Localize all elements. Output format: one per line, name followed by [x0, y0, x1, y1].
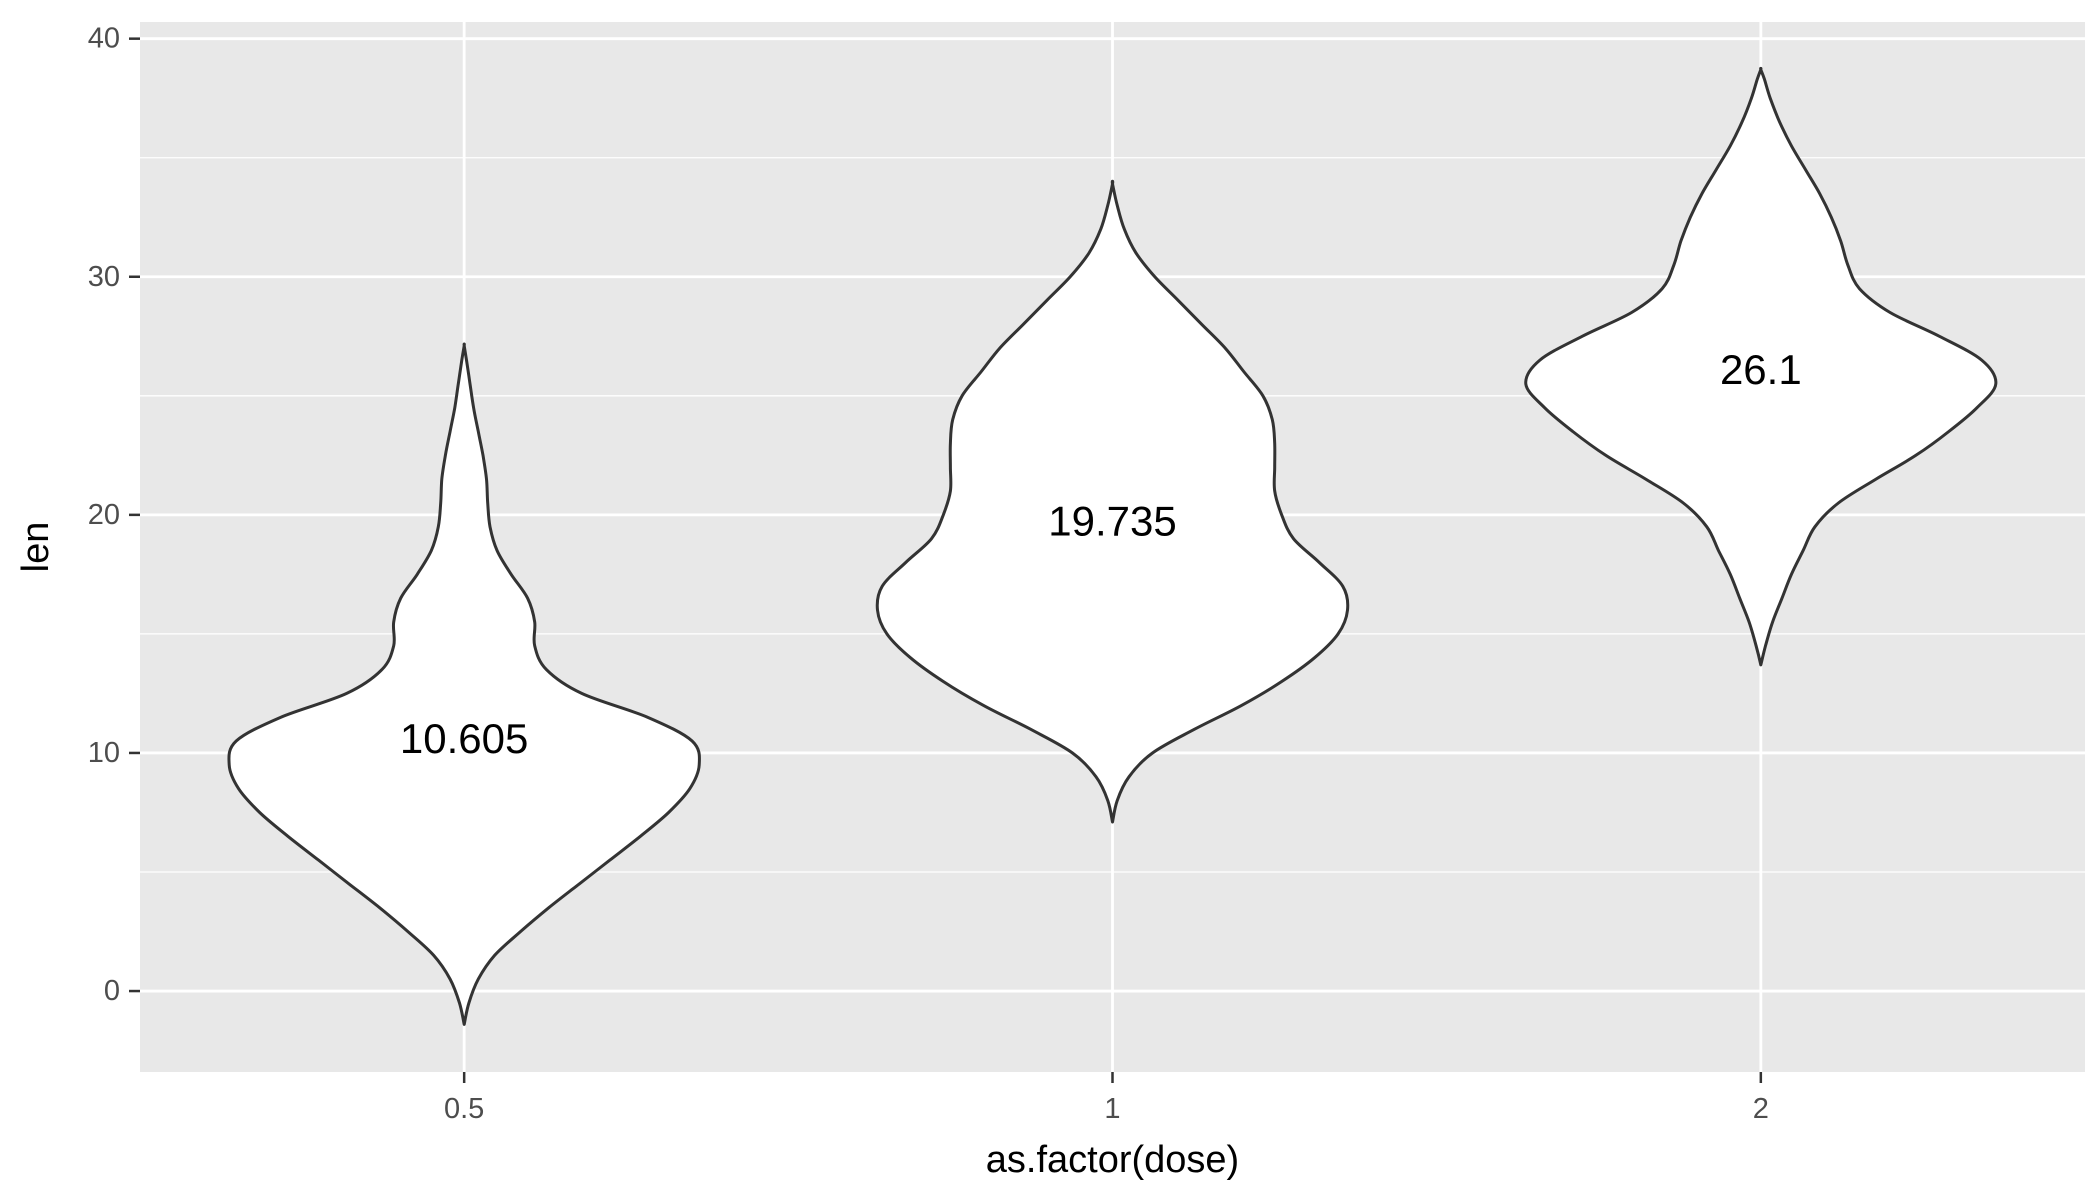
x-tick-label: 1 [1104, 1093, 1120, 1125]
violin-0.5 [227, 342, 701, 1026]
violins [227, 66, 1998, 1026]
data-label: 19.735 [1048, 498, 1176, 545]
y-tick-label: 0 [104, 975, 120, 1007]
x-axis: 0.5 1 2 [444, 1072, 1769, 1125]
violin-1 [875, 179, 1350, 824]
x-tick-label: 0.5 [444, 1093, 484, 1125]
y-tick-label: 20 [88, 499, 120, 531]
y-axis-title: len [15, 522, 57, 573]
y-tick-label: 30 [88, 261, 120, 293]
y-tick-label: 40 [88, 23, 120, 55]
data-labels: 10.605 19.735 26.1 [400, 346, 1802, 762]
data-label: 26.1 [1720, 346, 1802, 393]
data-label: 10.605 [400, 715, 528, 762]
x-tick-label: 2 [1753, 1093, 1769, 1125]
violin-2 [1524, 66, 1998, 667]
y-axis: 0 10 20 30 40 [88, 23, 140, 1007]
y-tick-label: 10 [88, 737, 120, 769]
x-axis-title: as.factor(dose) [986, 1139, 1239, 1181]
